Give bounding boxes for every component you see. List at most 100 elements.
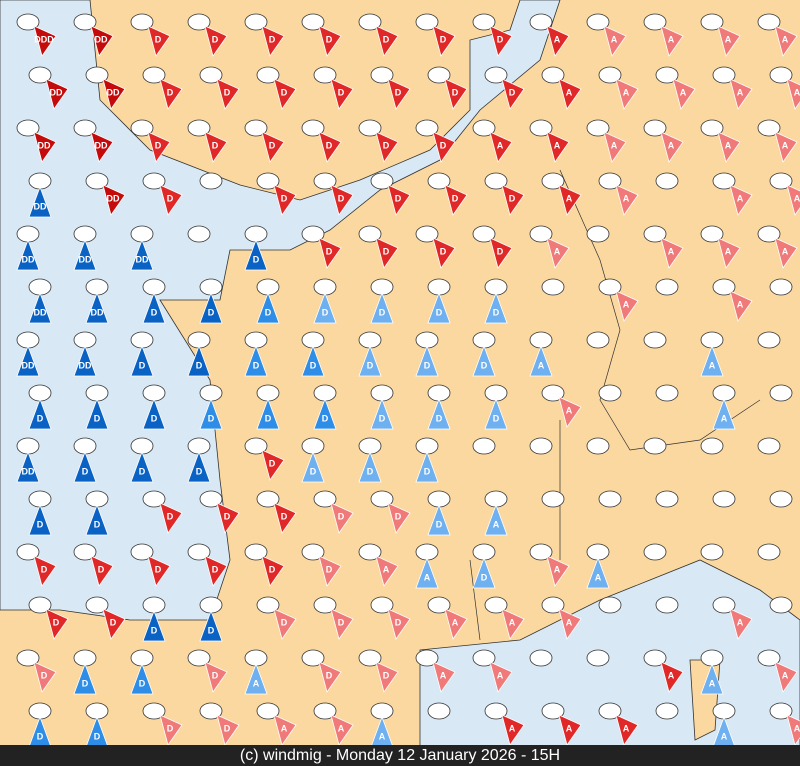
calm-oval: [73, 119, 97, 137]
wind-arrow: [244, 662, 268, 695]
calm-oval: [700, 13, 724, 31]
wind-label: D: [310, 466, 317, 476]
wind-arrow: [444, 78, 468, 110]
wind-label: A: [623, 299, 630, 309]
wind-label: A: [554, 564, 561, 574]
wind-arrow: [273, 78, 297, 110]
calm-oval: [85, 66, 109, 84]
wind-arrow: [90, 555, 114, 587]
wind-label: A: [383, 564, 390, 574]
calm-oval: [427, 596, 451, 614]
wind-arrow: [90, 25, 114, 57]
calm-oval: [586, 13, 610, 31]
wind-arrow: [130, 238, 154, 271]
wind-arrow: [330, 502, 354, 534]
wind-arrow: [130, 450, 154, 483]
wind-arrow: [85, 291, 109, 324]
wind-label: A: [709, 360, 716, 370]
wind-arrow: [16, 450, 40, 483]
wind-arrow: [415, 344, 439, 377]
calm-oval: [415, 119, 439, 137]
wind-arrow: [786, 714, 800, 746]
calm-oval: [358, 225, 382, 243]
calm-oval: [712, 278, 736, 296]
calm-oval: [586, 331, 610, 349]
wind-label: D: [53, 617, 60, 627]
calm-oval: [427, 702, 451, 720]
wind-arrow: [415, 450, 439, 483]
wind-label: D: [37, 519, 44, 529]
wind-label: D: [212, 34, 219, 44]
calm-oval: [301, 649, 325, 667]
wind-arrow: [147, 131, 171, 163]
wind-label: A: [794, 193, 800, 203]
calm-oval: [769, 66, 793, 84]
calm-oval: [301, 225, 325, 243]
wind-arrow: [204, 555, 228, 587]
wind-label: D: [212, 564, 219, 574]
wind-arrow: [558, 608, 582, 640]
wind-label: D: [151, 307, 158, 317]
calm-oval: [130, 543, 154, 561]
wind-arrow: [33, 25, 57, 57]
calm-oval: [712, 172, 736, 190]
calm-oval: [301, 543, 325, 561]
wind-label: A: [794, 87, 800, 97]
wind-label: D: [208, 307, 215, 317]
calm-oval: [187, 13, 211, 31]
wind-arrow: [85, 397, 109, 430]
wind-label: D: [269, 140, 276, 150]
wind-label: D: [281, 511, 288, 521]
calm-oval: [244, 543, 268, 561]
wind-arrow: [142, 291, 166, 324]
calm-oval: [313, 172, 337, 190]
wind-label: D: [281, 193, 288, 203]
wind-label: D: [208, 625, 215, 635]
wind-label: A: [623, 193, 630, 203]
wind-label: D: [94, 731, 101, 741]
wind-label: D: [338, 87, 345, 97]
calm-oval: [655, 172, 679, 190]
calm-oval: [598, 384, 622, 402]
calm-oval: [187, 543, 211, 561]
wind-label: A: [725, 140, 732, 150]
wind-arrow: [45, 608, 69, 640]
calm-oval: [484, 172, 508, 190]
wind-label: D: [452, 193, 459, 203]
wind-arrow: [660, 661, 684, 693]
wind-label: A: [725, 246, 732, 256]
calm-oval: [358, 649, 382, 667]
wind-arrow: [318, 555, 342, 587]
wind-label: A: [554, 140, 561, 150]
calm-oval: [142, 490, 166, 508]
wind-arrow: [774, 237, 798, 269]
wind-label: A: [566, 723, 573, 733]
wind-label: D: [155, 140, 162, 150]
wind-arrow: [432, 25, 456, 57]
wind-label: D: [212, 140, 219, 150]
wind-label: D: [224, 511, 231, 521]
calm-oval: [130, 119, 154, 137]
calm-oval: [244, 119, 268, 137]
calm-oval: [586, 649, 610, 667]
wind-label: D: [139, 678, 146, 688]
wind-label: DD: [22, 360, 35, 370]
wind-arrow: [501, 78, 525, 110]
wind-label: A: [554, 246, 561, 256]
wind-arrow: [615, 184, 639, 216]
wind-arrow: [318, 131, 342, 163]
wind-arrow: [546, 237, 570, 269]
calm-oval: [256, 172, 280, 190]
wind-arrow: [786, 184, 800, 216]
wind-arrow: [370, 291, 394, 324]
wind-arrow: [370, 397, 394, 430]
calm-oval: [85, 596, 109, 614]
wind-label: D: [98, 564, 105, 574]
wind-label: D: [269, 458, 276, 468]
wind-label: A: [509, 617, 516, 627]
calm-oval: [529, 13, 553, 31]
wind-arrow: [142, 609, 166, 642]
wind-label: A: [782, 246, 789, 256]
wind-arrow: [432, 131, 456, 163]
